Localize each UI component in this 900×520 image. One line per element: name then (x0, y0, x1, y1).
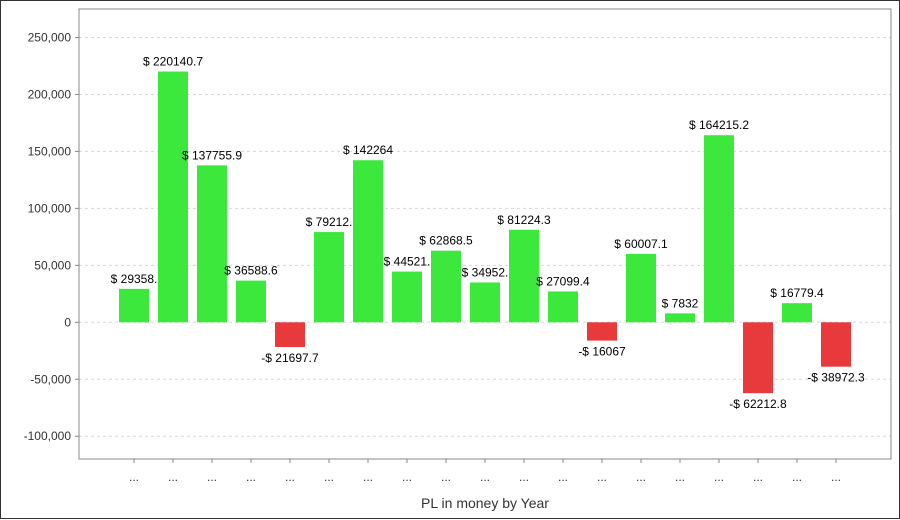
x-tick-label: ... (792, 470, 802, 484)
y-tick-label: -50,000 (30, 372, 71, 386)
data-label: -$ 38972.3 (807, 371, 865, 385)
bar[interactable] (743, 322, 773, 394)
x-tick-label: ... (597, 470, 607, 484)
x-axis-ticks: ........................................… (129, 459, 841, 484)
data-label: -$ 21697.7 (261, 351, 319, 365)
data-labels: $ 29358. $ 220140.7 $ 137755.9 $ 36588.6 -$ … (111, 54, 865, 411)
data-label: $ 16779.4 (770, 286, 824, 300)
bar[interactable] (548, 291, 578, 323)
data-label: $ 29358. (111, 272, 158, 286)
data-label: $ 36588.6 (224, 264, 278, 278)
data-label: $ 7832 (662, 296, 699, 310)
bar[interactable] (119, 288, 149, 323)
x-tick-label: ... (636, 470, 646, 484)
data-label: $ 79212. (306, 215, 353, 229)
bar[interactable] (665, 313, 695, 323)
x-tick-label: ... (675, 470, 685, 484)
bar[interactable] (392, 271, 422, 323)
y-axis-ticks: -100,000 -50,000 0 50,000 100,000 150,000 200,… (24, 30, 79, 443)
x-tick-label: ... (246, 470, 256, 484)
bar[interactable] (314, 232, 344, 323)
y-tick-label: 250,000 (28, 30, 72, 44)
bar[interactable] (353, 160, 383, 323)
x-tick-label: ... (285, 470, 295, 484)
x-tick-label: ... (129, 470, 139, 484)
bar[interactable] (197, 165, 227, 323)
x-tick-label: ... (324, 470, 334, 484)
x-tick-label: ... (831, 470, 841, 484)
bar[interactable] (626, 253, 656, 323)
y-tick-label: 50,000 (34, 258, 71, 272)
data-label: -$ 62212.8 (729, 397, 787, 411)
y-tick-label: -100,000 (24, 429, 72, 443)
x-tick-label: ... (558, 470, 568, 484)
bar[interactable] (236, 280, 266, 323)
y-tick-label: 100,000 (28, 201, 72, 215)
y-tick-label: 150,000 (28, 144, 72, 158)
x-tick-label: ... (207, 470, 217, 484)
data-label: $ 44521. (384, 255, 431, 269)
x-tick-label: ... (519, 470, 529, 484)
bar[interactable] (431, 250, 461, 323)
x-tick-label: ... (480, 470, 490, 484)
bar[interactable] (782, 303, 812, 323)
data-label: $ 81224.3 (497, 213, 551, 227)
y-tick-label: 200,000 (28, 87, 72, 101)
bar[interactable] (704, 135, 734, 323)
data-label: $ 62868.5 (419, 234, 473, 248)
data-label: $ 34952. (462, 265, 509, 279)
data-label: $ 27099.4 (536, 274, 590, 288)
bar[interactable] (470, 282, 500, 323)
data-label: $ 220140.7 (143, 54, 203, 68)
bars (119, 71, 851, 394)
bar[interactable] (821, 322, 851, 367)
x-tick-label: ... (168, 470, 178, 484)
data-label: $ 137755.9 (182, 148, 242, 162)
bar[interactable] (158, 71, 188, 323)
x-tick-label: ... (363, 470, 373, 484)
data-label: $ 60007.1 (614, 237, 668, 251)
data-label: $ 164215.2 (689, 118, 749, 132)
bar[interactable] (509, 229, 539, 323)
data-label: $ 142264 (343, 143, 393, 157)
bar[interactable] (275, 322, 305, 348)
y-tick-label: 0 (64, 315, 71, 329)
x-tick-label: ... (441, 470, 451, 484)
x-tick-label: ... (753, 470, 763, 484)
x-tick-label: ... (714, 470, 724, 484)
bar[interactable] (587, 322, 617, 341)
data-label: -$ 16067 (578, 345, 626, 359)
plot-area-border (78, 8, 892, 460)
x-axis-title: PL in money by Year (421, 495, 549, 511)
x-tick-label: ... (402, 470, 412, 484)
